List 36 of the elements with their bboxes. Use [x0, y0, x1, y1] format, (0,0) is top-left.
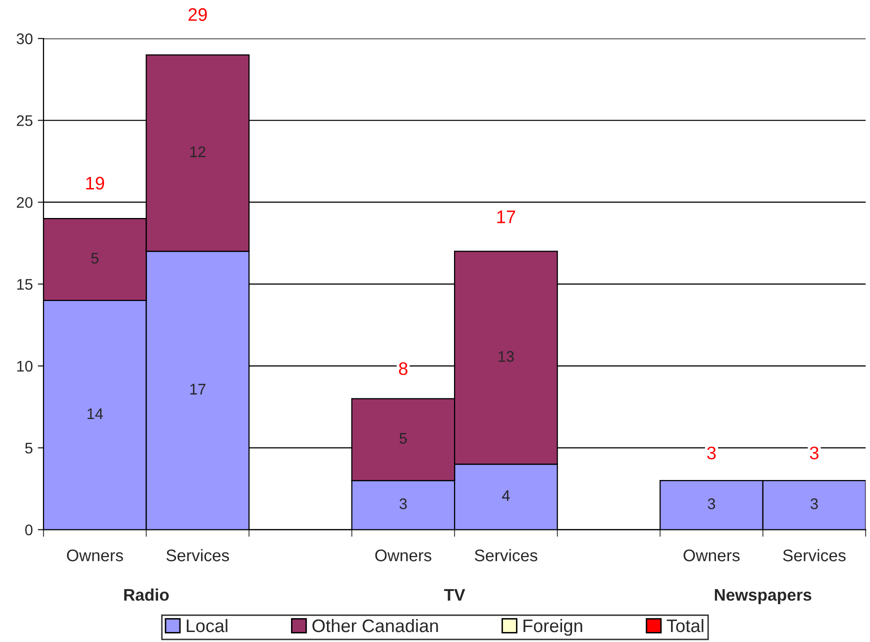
legend-label: Foreign	[524, 618, 582, 636]
x-tick-label: Owners	[66, 550, 123, 562]
total-label: 17	[497, 210, 516, 224]
data-label: 3	[708, 498, 716, 510]
text: Newspapers	[714, 589, 812, 604]
x-tick-label: Owners	[684, 550, 740, 562]
x-tick-label: Services	[474, 549, 538, 562]
data-label: 14	[88, 408, 103, 420]
data-label: 5	[400, 433, 407, 444]
y-tick-label: 10	[17, 360, 32, 372]
total-label: 8	[398, 362, 408, 376]
total-label: 3	[707, 446, 716, 460]
y-tick-label: 25	[16, 115, 32, 126]
legend-label: Other Canadian	[312, 618, 438, 632]
total-label: 3	[810, 446, 818, 460]
data-label: 3	[400, 498, 407, 510]
data-label: 12	[190, 146, 206, 158]
x-tick-label: Owners	[375, 550, 432, 562]
total-label: 19	[86, 176, 104, 190]
x-tick-label: Services	[166, 549, 230, 562]
data-label: 4	[502, 490, 510, 501]
y-tick-label: 20	[16, 197, 32, 208]
y-tick-label: 15	[17, 279, 32, 290]
total-label: 29	[188, 8, 207, 21]
y-tick-label: 0	[25, 524, 32, 536]
data-label: 5	[91, 252, 98, 264]
data-label: 13	[498, 351, 514, 362]
data-label: 17	[190, 384, 206, 394]
y-tick-label: 30	[16, 33, 32, 44]
y-tick-label: 5	[25, 442, 32, 454]
text: TV	[444, 589, 466, 601]
legend-label: Total	[666, 618, 704, 632]
x-tick-label: Services	[783, 549, 846, 562]
text: Radio	[124, 588, 169, 601]
legend-label: Local	[186, 618, 228, 632]
data-label: 3	[810, 498, 818, 510]
